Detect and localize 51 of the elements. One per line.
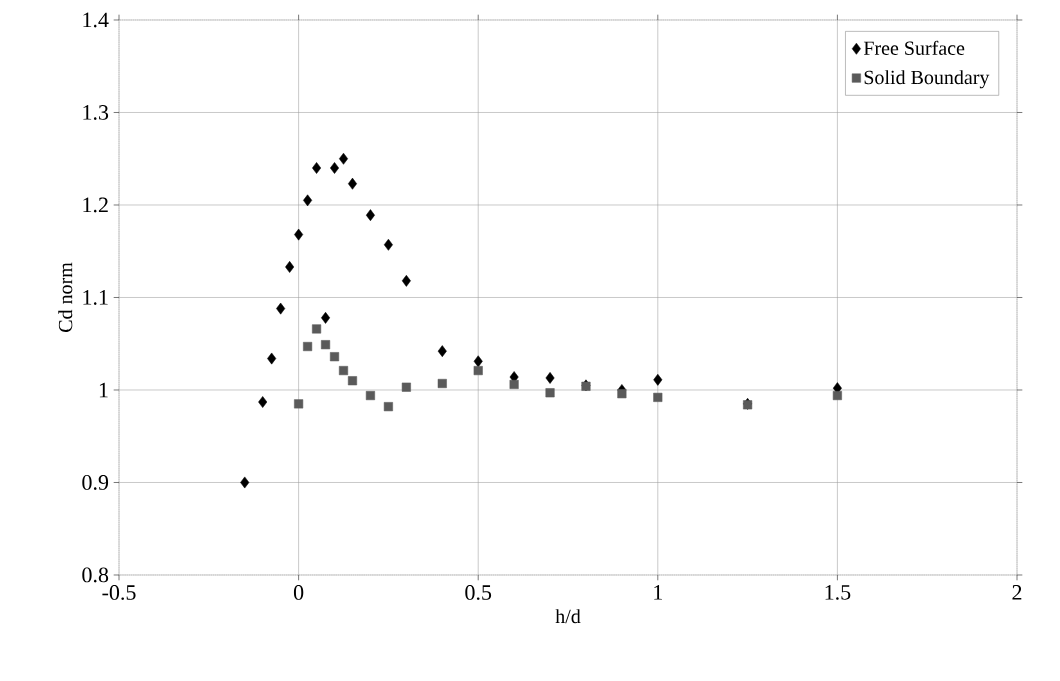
y-axis-title: Cd norm: [58, 262, 73, 332]
point: [617, 389, 627, 399]
y-tick-label: 0.8: [82, 567, 109, 583]
x-tick-label: -0.5: [102, 585, 136, 600]
point: [321, 340, 331, 350]
point: [832, 391, 842, 401]
point: [294, 399, 304, 409]
y-tick-label: 1.4: [83, 12, 109, 28]
y-tick-label: 1: [99, 382, 108, 398]
point: [365, 391, 375, 401]
point: [401, 382, 411, 392]
x-tick-label: 1.5: [825, 585, 851, 600]
point: [401, 274, 411, 287]
x-tick-label: 0.5: [465, 585, 492, 600]
point: [258, 396, 268, 408]
y-tick-label: 1.3: [83, 105, 109, 120]
point: [437, 378, 447, 389]
point: [509, 379, 519, 389]
x-axis-title: h/d: [555, 609, 581, 624]
point: [240, 476, 250, 489]
point: [303, 341, 313, 352]
point: [653, 373, 663, 386]
point: [653, 392, 663, 402]
point: [338, 366, 349, 376]
point: [312, 324, 322, 334]
point: [473, 355, 483, 368]
point: [383, 238, 393, 251]
point: [303, 194, 313, 207]
point: [383, 402, 393, 412]
point: [329, 352, 340, 362]
point: [276, 302, 286, 315]
point: [267, 352, 277, 365]
y-tick-label: 1.1: [83, 290, 108, 305]
x-tick-label: 0: [293, 585, 304, 600]
x-tick-label: 2: [1012, 585, 1022, 600]
y-tick-label: 1.2: [83, 197, 108, 213]
point: [285, 261, 295, 273]
point: [321, 311, 331, 324]
point: [312, 162, 322, 174]
legend-label: Free Surface: [863, 40, 965, 55]
point: [545, 388, 555, 398]
point: [294, 228, 304, 241]
point: [365, 209, 375, 222]
point: [473, 366, 483, 376]
x-tick-label: 1: [654, 585, 662, 600]
point: [347, 376, 358, 386]
legend-label: Solid Boundary: [864, 70, 990, 89]
point: [437, 345, 447, 358]
y-tick-label: 0.9: [82, 475, 109, 490]
point: [330, 162, 339, 174]
point: [545, 372, 555, 384]
